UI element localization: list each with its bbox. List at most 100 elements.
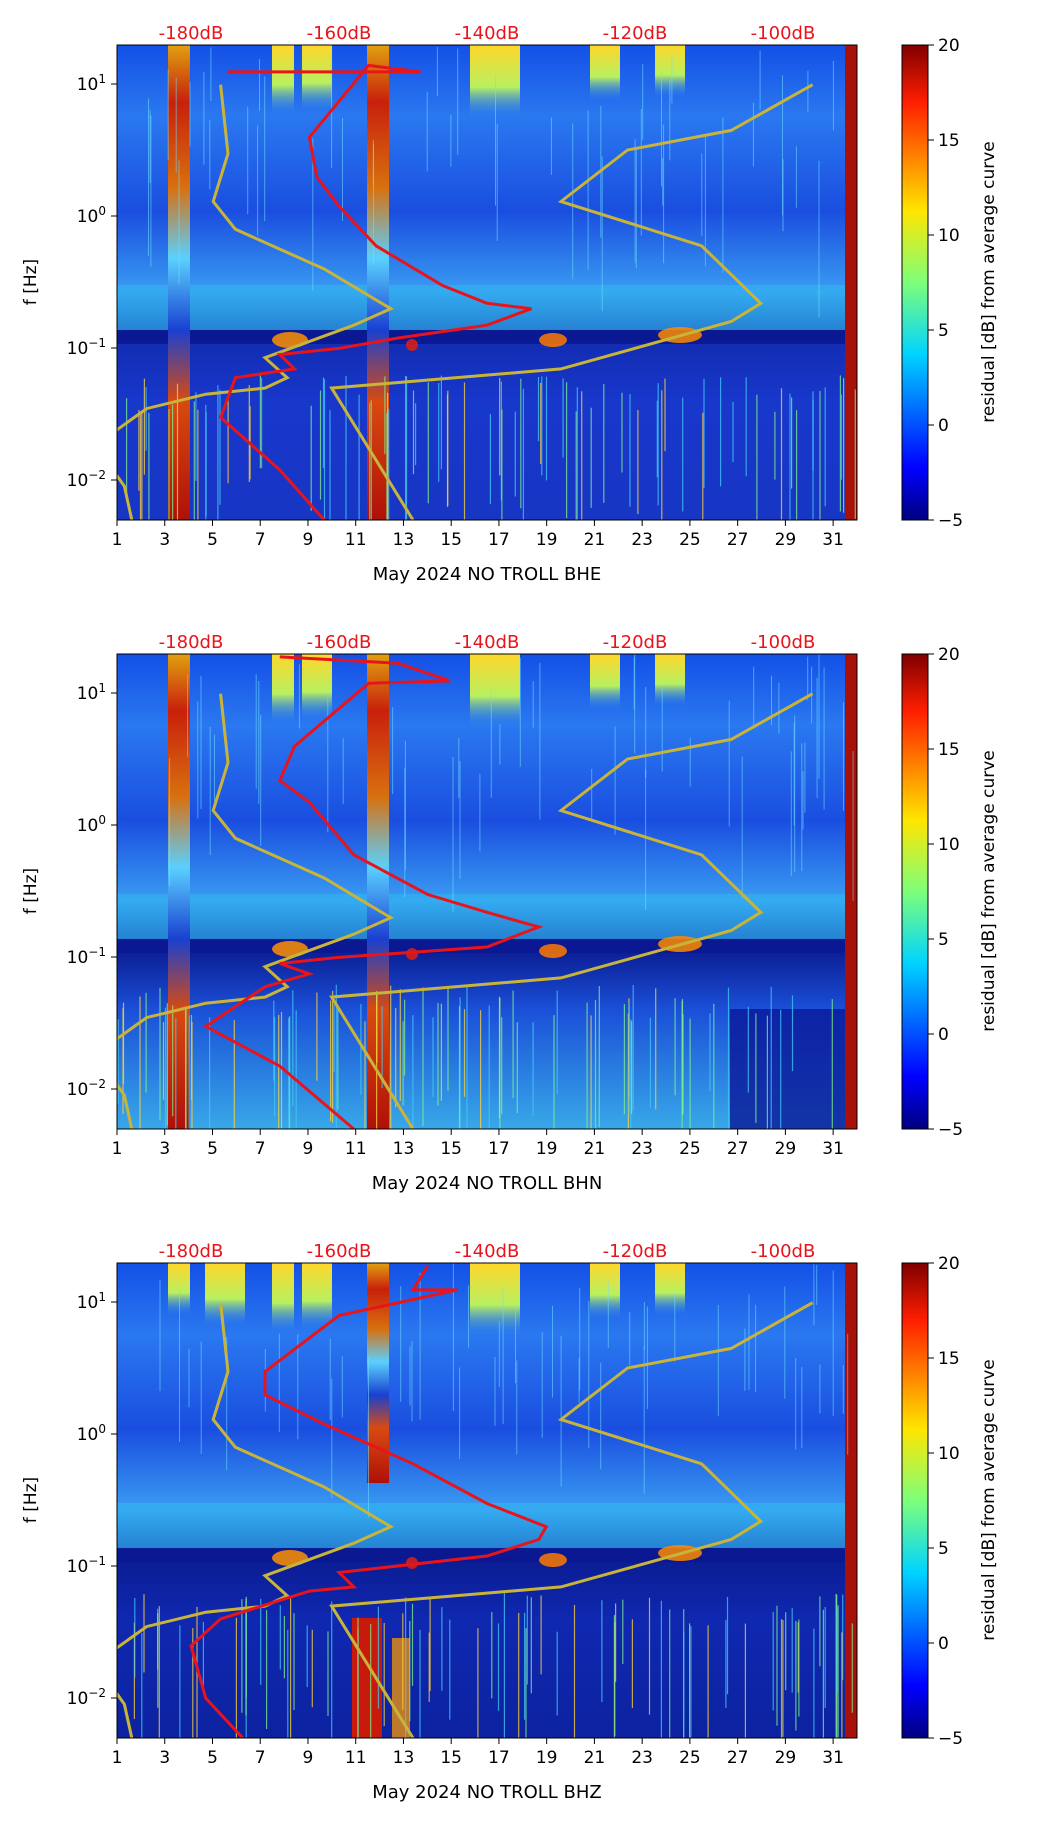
- colorbar-tick-label: 10: [938, 835, 960, 855]
- x-axis-ticks: 1 3 5 7 9 11 13 15 17 19 21 23 25 27 29 31: [112, 1129, 844, 1159]
- colorbar-tick-label: 10: [938, 1444, 960, 1464]
- x-tick-label: 17: [488, 1748, 510, 1768]
- y-tick-label: 10−2: [67, 1686, 106, 1709]
- colorbar: [901, 653, 929, 1130]
- x-tick-label: 5: [207, 530, 218, 550]
- warm-band-day-21: [590, 1263, 620, 1423]
- x-tick-label: 13: [393, 530, 415, 550]
- warm-band-day-24: [655, 1263, 685, 1413]
- noise-model-low-line: [117, 84, 395, 520]
- x-tick-label: 13: [393, 1139, 415, 1159]
- colorbar-label: residual [dB] from average curve: [979, 141, 999, 422]
- warm-band-day-9: [302, 45, 332, 235]
- y-tick-label: 101: [77, 72, 106, 95]
- spectrogram-panel-bhn: 1 3 5 7 9 11 13 15 17 19 21 23 25 27 29 31 101 100 10−1…: [0, 609, 1052, 1209]
- top-db-label: -120dB: [603, 23, 668, 44]
- hotspot: [272, 1550, 308, 1566]
- x-tick-label: 15: [440, 530, 462, 550]
- x-tick-label: 15: [440, 1748, 462, 1768]
- x-axis-ticks: 1 3 5 7 9 11 13 15 17 19 21 23 25 27 29 31: [112, 520, 844, 550]
- y-axis-label: f [Hz]: [21, 868, 41, 914]
- y-axis-label: f [Hz]: [21, 1477, 41, 1523]
- colorbar-ticks: 20 15 10 5 0 −5: [928, 1254, 963, 1749]
- x-tick-label: 11: [345, 1748, 367, 1768]
- heatmap-area: [117, 1263, 857, 1738]
- warm-band-day-32: [845, 45, 857, 520]
- colorbar-tick-label: 0: [938, 416, 949, 436]
- y-tick-label: 100: [77, 813, 106, 836]
- x-tick-label: 25: [679, 530, 701, 550]
- warm-day-bands: [272, 45, 857, 520]
- psd-curve-line: [189, 1265, 549, 1738]
- spectrogram-svg-bhn: 1 3 5 7 9 11 13 15 17 19 21 23 25 27 29 31 101 100 10−1…: [21, 632, 999, 1194]
- warm-low-freq-patch: [392, 1638, 410, 1738]
- microseism-band: [117, 1503, 857, 1548]
- top-db-label: -100dB: [751, 632, 816, 653]
- x-tick-label: 25: [679, 1748, 701, 1768]
- colorbar-tick-label: 20: [938, 36, 960, 56]
- top-db-label: -120dB: [603, 1241, 668, 1262]
- hot-day-column: [168, 654, 190, 1129]
- colorbar-label: residual [dB] from average curve: [979, 750, 999, 1031]
- quiet-region: [730, 1009, 857, 1129]
- x-tick-label: 7: [255, 530, 266, 550]
- x-tick-label: 19: [536, 1748, 558, 1768]
- hot-day-column: [367, 1263, 389, 1483]
- x-tick-label: 21: [584, 530, 606, 550]
- y-axis-ticks: 101 100 10−1 10−2: [67, 1290, 117, 1709]
- x-tick-label: 5: [207, 1748, 218, 1768]
- noise-model-high-line: [329, 692, 814, 1129]
- dark-microseism-band: [117, 330, 857, 344]
- microseism-band: [117, 285, 857, 330]
- x-tick-label: 3: [159, 530, 170, 550]
- colorbar-tick-label: 5: [938, 321, 949, 341]
- hotspot: [539, 333, 567, 347]
- colorbar-ticks: 20 15 10 5 0 −5: [928, 36, 963, 531]
- top-db-label: -180dB: [159, 1241, 224, 1262]
- x-axis-label: May 2024 NO TROLL BHE: [373, 564, 602, 585]
- noise-model-high-line: [329, 83, 814, 520]
- colorbar-ticks: 20 15 10 5 0 −5: [928, 645, 963, 1140]
- x-tick-label: 31: [822, 530, 844, 550]
- top-db-labels: -180dB -160dB -140dB -120dB -100dB: [159, 1241, 816, 1262]
- colorbar-tick-label: 0: [938, 1025, 949, 1045]
- hot-day-column: [367, 45, 389, 520]
- x-tick-label: 5: [207, 1139, 218, 1159]
- noise-model-low-line: [117, 1302, 395, 1738]
- colorbar-tick-label: 15: [938, 1349, 960, 1369]
- x-tick-label: 9: [303, 530, 314, 550]
- warm-band-day-8: [272, 654, 294, 854]
- top-db-label: -140dB: [455, 1241, 520, 1262]
- top-db-label: -160dB: [307, 632, 372, 653]
- top-db-label: -160dB: [307, 23, 372, 44]
- colorbar-tick-label: 15: [938, 740, 960, 760]
- x-tick-label: 27: [727, 1748, 749, 1768]
- y-axis-label: f [Hz]: [21, 259, 41, 305]
- colorbar-tick-label: −5: [938, 1120, 963, 1140]
- y-tick-label: 10−1: [67, 945, 106, 968]
- hotspot: [406, 339, 418, 351]
- x-tick-label: 3: [159, 1748, 170, 1768]
- colorbar-tick-label: 20: [938, 645, 960, 665]
- colorbar-label: residual [dB] from average curve: [979, 1359, 999, 1640]
- x-tick-label: 13: [393, 1748, 415, 1768]
- colorbar-tick-label: −5: [938, 1729, 963, 1749]
- y-tick-label: 101: [77, 1290, 106, 1313]
- microseism-band: [117, 894, 857, 939]
- warm-band-day-17: [470, 654, 520, 864]
- colorbar-tick-label: 10: [938, 226, 960, 246]
- spectrogram-svg-bhe: 1 3 5 7 9 11 13 15 17 19 21 23 25 27 29 31 101 100 10−1…: [21, 23, 999, 585]
- x-axis-ticks: 1 3 5 7 9 11 13 15 17 19 21 23 25 27 29 31: [112, 1738, 844, 1768]
- plot-frame: [116, 44, 858, 521]
- x-tick-label: 21: [584, 1139, 606, 1159]
- top-db-label: -140dB: [455, 632, 520, 653]
- x-axis-label: May 2024 NO TROLL BHN: [372, 1173, 603, 1194]
- low-frequency-band: [117, 340, 857, 520]
- hotspot: [539, 944, 567, 958]
- heatmap-area: [117, 654, 857, 1129]
- spectrogram-panel-bhe: 1 3 5 7 9 11 13 15 17 19 21 23 25 27 29 31 101 100 10−1…: [0, 0, 1052, 600]
- vertical-streaks: [117, 654, 854, 1129]
- spectrogram-svg-bhz: 1 3 5 7 9 11 13 15 17 19 21 23 25 27 29 31 101 100 10−1…: [21, 1241, 999, 1803]
- x-tick-label: 7: [255, 1139, 266, 1159]
- top-db-label: -160dB: [307, 1241, 372, 1262]
